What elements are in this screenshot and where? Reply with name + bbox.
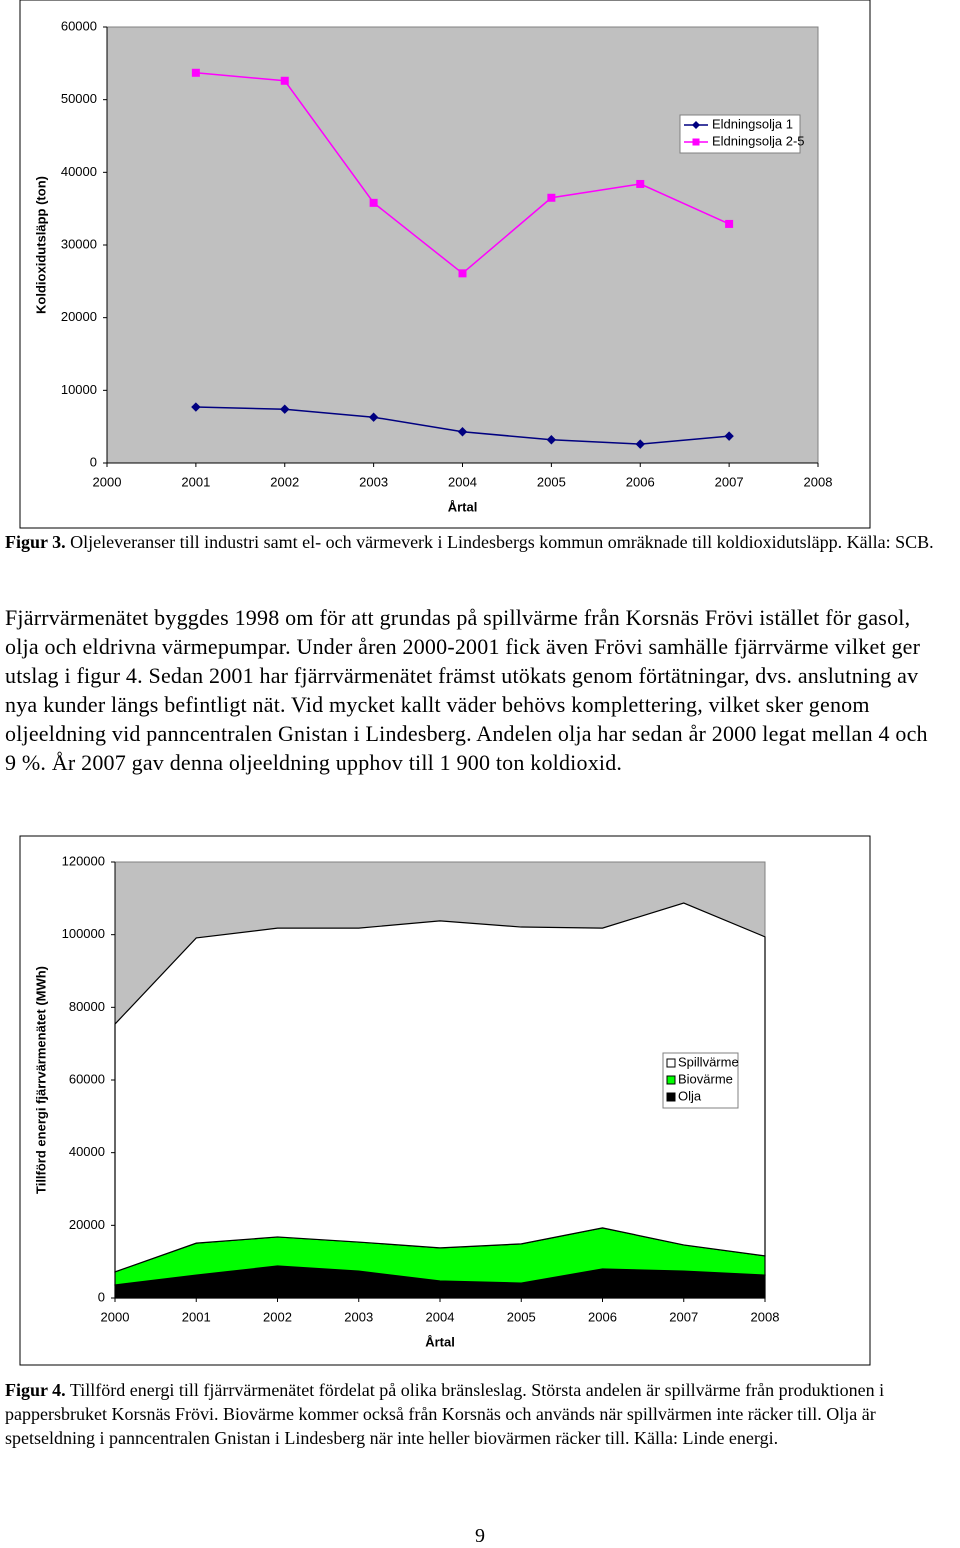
- point: [368, 412, 379, 422]
- caption-text: Oljeleveranser till industri samt el- oc…: [70, 532, 934, 552]
- y-tick-label: 40000: [61, 164, 97, 179]
- caption-label: Figur 4.: [5, 1380, 66, 1400]
- y-tick-label: 0: [98, 1289, 105, 1304]
- point: [635, 439, 645, 449]
- x-axis-label: Årtal: [448, 499, 478, 514]
- legend-label: Eldningsolja 1: [712, 116, 793, 131]
- point: [458, 269, 467, 278]
- y-tick-label: 30000: [61, 236, 97, 251]
- point: [369, 198, 378, 207]
- y-axis-label: Tillförd energi fjärrvärmenätet (MWh): [33, 966, 48, 1194]
- y-tick-label: 120000: [62, 853, 105, 868]
- caption-label: Figur 3.: [5, 532, 66, 552]
- y-tick-label: 50000: [61, 91, 97, 106]
- x-tick-label: 2007: [715, 474, 744, 489]
- x-tick-label: 2003: [344, 1309, 373, 1324]
- point: [457, 427, 468, 437]
- legend-swatch: [666, 1075, 676, 1085]
- x-tick-label: 2005: [507, 1309, 536, 1324]
- legend-label: Olja: [678, 1088, 702, 1103]
- point: [636, 179, 645, 188]
- page-number: 9: [475, 1525, 485, 1547]
- y-tick-label: 10000: [61, 382, 97, 397]
- legend-label: Eldningsolja 2-5: [712, 133, 805, 148]
- caption: Figur 3. Oljeleveranser till industri sa…: [5, 530, 935, 554]
- x-tick-label: 2006: [588, 1309, 617, 1324]
- y-tick-label: 100000: [62, 926, 105, 941]
- y-tick-label: 20000: [69, 1217, 105, 1232]
- caption: Figur 4. Tillförd energi till fjärrvärme…: [5, 1378, 935, 1450]
- point: [547, 193, 556, 202]
- x-tick-label: 2000: [101, 1309, 130, 1324]
- point: [280, 404, 290, 414]
- legend-marker: [692, 121, 700, 129]
- x-tick-label: 2004: [448, 474, 477, 489]
- y-tick-label: 20000: [61, 309, 97, 324]
- x-tick-label: 2008: [804, 474, 833, 489]
- y-tick-label: 60000: [69, 1071, 105, 1086]
- x-tick-label: 2001: [181, 474, 210, 489]
- x-axis-label: Årtal: [425, 1334, 455, 1349]
- plot-area: [106, 26, 819, 464]
- point: [724, 431, 734, 441]
- x-tick-label: 2003: [359, 474, 388, 489]
- point: [280, 76, 289, 85]
- x-tick-label: 2004: [426, 1309, 455, 1324]
- legend-label: Biovärme: [678, 1071, 733, 1086]
- point: [546, 435, 557, 445]
- legend: [679, 114, 801, 154]
- caption-text: Tillförd energi till fjärrvärmenätet för…: [5, 1380, 885, 1448]
- paragraph: Fjärrvärmenätet byggdes 1998 om för att …: [5, 605, 928, 775]
- legend-marker: [692, 138, 700, 146]
- y-axis-label: Koldioxidutsläpp (ton): [33, 176, 48, 314]
- legend-label: Spillvärme: [678, 1054, 739, 1069]
- point: [725, 219, 734, 228]
- x-tick-label: 2000: [93, 474, 122, 489]
- y-tick-label: 40000: [69, 1144, 105, 1159]
- x-tick-label: 2007: [669, 1309, 698, 1324]
- legend-swatch: [666, 1058, 676, 1068]
- legend-swatch: [666, 1092, 676, 1102]
- point: [191, 402, 201, 412]
- x-tick-label: 2008: [751, 1309, 780, 1324]
- y-tick-label: 80000: [69, 999, 105, 1014]
- x-tick-label: 2001: [182, 1309, 211, 1324]
- y-tick-label: 0: [90, 454, 97, 469]
- x-tick-label: 2006: [626, 474, 655, 489]
- x-tick-label: 2005: [537, 474, 566, 489]
- area: [114, 902, 766, 1273]
- x-tick-label: 2002: [270, 474, 299, 489]
- y-tick-label: 60000: [61, 18, 97, 33]
- point: [191, 68, 200, 77]
- x-tick-label: 2002: [263, 1309, 292, 1324]
